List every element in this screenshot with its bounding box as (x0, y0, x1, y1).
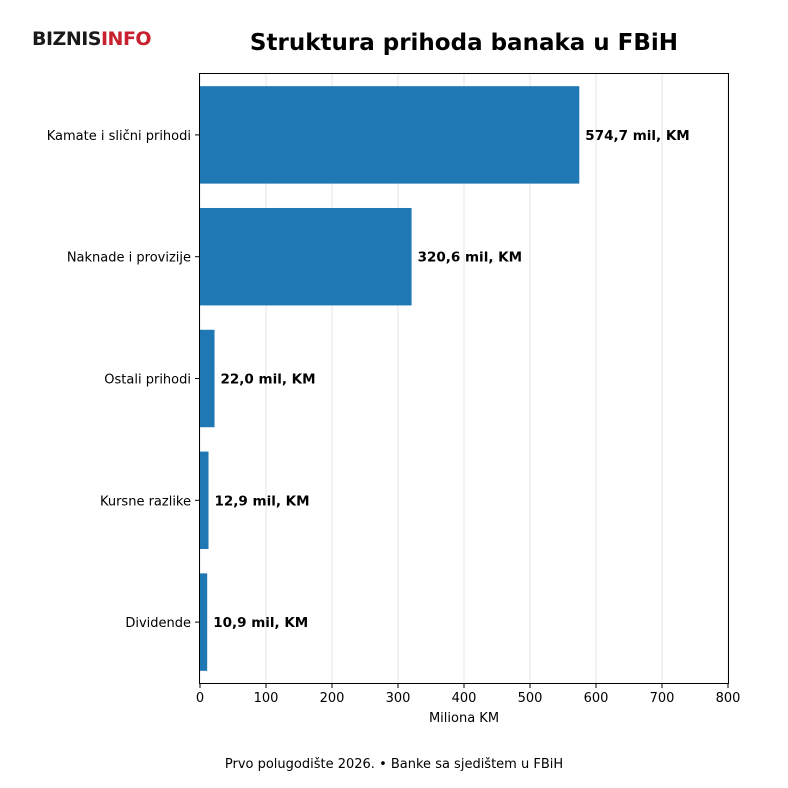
chart-title: Struktura prihoda banaka u FBiH (250, 30, 678, 56)
data-label: 320,6 mil, KM (418, 250, 522, 266)
category-label: Kamate i slični prihodi (47, 129, 191, 144)
footnote: Prvo polugodište 2026. • Banke sa sjediš… (225, 757, 563, 772)
brand-logo: BIZNISINFO (32, 27, 152, 51)
x-tick-label: 600 (584, 691, 609, 706)
x-tick-label: 400 (452, 691, 477, 706)
x-tick-label: 100 (254, 691, 279, 706)
bar (200, 573, 208, 671)
category-label: Ostali prihodi (104, 373, 191, 388)
logo-part-info: INFO (100, 28, 152, 50)
x-axis-label: Miliona KM (429, 711, 499, 726)
x-tick-label: 700 (650, 691, 675, 706)
data-label: 12,9 mil, KM (215, 493, 310, 509)
data-label: 574,7 mil, KM (585, 128, 689, 144)
x-axis: 0 100 200 300 400 500 600 700 800 (196, 683, 741, 706)
x-tick-label: 300 (386, 691, 411, 706)
x-tick-label: 200 (320, 691, 345, 706)
category-label: Naknade i provizije (67, 251, 191, 266)
category-label: Dividende (125, 616, 191, 631)
bars-group: 574,7 mil, KM 320,6 mil, KM 22,0 mil, KM 12… (200, 86, 690, 671)
bar (200, 207, 412, 306)
y-axis: Kamate i slični prihodi Naknade i provizi… (47, 129, 200, 631)
bar (200, 329, 215, 428)
logo-part-biznis: BIZNIS (32, 28, 101, 50)
bar (200, 86, 580, 184)
x-tick-label: 500 (518, 691, 543, 706)
category-label: Kursne razlike (100, 494, 191, 509)
data-label: 22,0 mil, KM (221, 372, 316, 388)
data-label: 10,9 mil, KM (213, 615, 308, 631)
x-tick-label: 800 (716, 691, 741, 706)
x-tick-label: 0 (196, 691, 204, 706)
bar (200, 451, 209, 550)
